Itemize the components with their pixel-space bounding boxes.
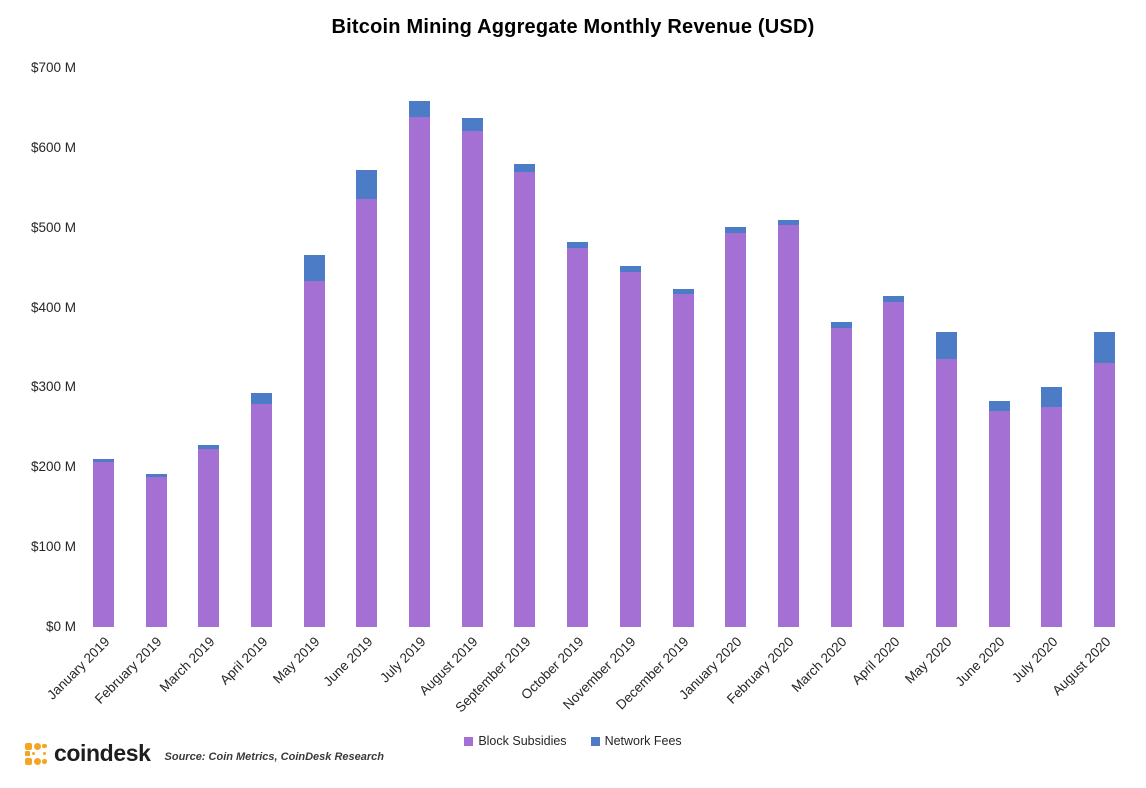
bar-segment-block-subsidies [777, 225, 799, 627]
y-axis-label: $300 M [30, 379, 76, 395]
bar-column [883, 295, 905, 627]
bar-column [935, 332, 957, 627]
bar-segment-network-fees [145, 473, 167, 477]
bar-segment-network-fees [303, 254, 325, 282]
plot-area [93, 68, 1115, 627]
bar-segment-network-fees [251, 393, 273, 405]
bar-column [461, 118, 483, 627]
bar-segment-network-fees [988, 401, 1010, 411]
bar-column [409, 100, 431, 627]
bar-column [93, 458, 114, 627]
bar-segment-block-subsidies [935, 358, 957, 627]
bar-segment-block-subsidies [619, 272, 641, 627]
source-text: Source: Coin Metrics, CoinDesk Research [164, 750, 384, 763]
y-axis-label: $0 M [45, 619, 76, 634]
bar-segment-block-subsidies [1041, 406, 1063, 627]
chart-title: Bitcoin Mining Aggregate Monthly Revenue… [331, 16, 815, 38]
bar-segment-network-fees [935, 332, 957, 359]
bar-column [356, 170, 378, 627]
bar-column [251, 393, 273, 627]
bar-segment-block-subsidies [356, 198, 378, 627]
bar-column [198, 444, 220, 627]
legend-label: Network Fees [604, 734, 682, 748]
bar-segment-block-subsidies [198, 448, 220, 627]
coindesk-logo-icon [25, 742, 47, 765]
bar-segment-network-fees [93, 458, 114, 462]
bar-segment-block-subsidies [725, 233, 747, 627]
bar-segment-network-fees [830, 321, 852, 329]
bar-segment-block-subsidies [145, 476, 167, 627]
bar-column [145, 473, 167, 627]
bar-segment-block-subsidies [988, 410, 1010, 627]
bar-column [567, 242, 589, 627]
coindesk-logo: coindesk [25, 740, 151, 767]
bar-segment-block-subsidies [1094, 362, 1115, 627]
bar-column [1094, 332, 1115, 627]
y-axis-label: $200 M [30, 459, 76, 475]
bar-segment-network-fees [514, 163, 536, 172]
bar-segment-network-fees [725, 226, 747, 234]
coindesk-wordmark: coindesk [54, 740, 151, 766]
y-axis-label: $600 M [30, 139, 76, 155]
bar-segment-block-subsidies [830, 328, 852, 627]
bar-segment-block-subsidies [567, 248, 589, 627]
legend: Block Subsidies Network Fees [0, 734, 1146, 748]
bar-column [514, 163, 536, 627]
bar-column [830, 321, 852, 627]
bar-segment-block-subsidies [251, 404, 273, 627]
bar-segment-network-fees [883, 295, 905, 302]
bar-segment-block-subsidies [93, 461, 114, 627]
bar-segment-network-fees [409, 100, 431, 117]
bar-segment-network-fees [198, 444, 220, 449]
bar-column [777, 219, 799, 627]
bar-segment-block-subsidies [514, 171, 536, 627]
y-axis-label: $700 M [30, 60, 76, 75]
legend-item-network-fees: Network Fees [590, 734, 682, 748]
bar-segment-network-fees [619, 266, 641, 273]
bar-segment-network-fees [777, 219, 799, 226]
bar-column [619, 266, 641, 627]
bar-segment-network-fees [672, 289, 694, 294]
bar-segment-network-fees [567, 242, 589, 249]
bar-column [303, 254, 325, 627]
bar-column [988, 401, 1010, 627]
bar-segment-network-fees [1094, 332, 1115, 363]
legend-item-block-subsidies: Block Subsidies [464, 734, 567, 748]
y-axis-label: $500 M [30, 219, 76, 235]
bar-segment-block-subsidies [883, 301, 905, 627]
bar-segment-network-fees [1041, 387, 1063, 407]
bar-column [672, 289, 694, 627]
legend-swatch [590, 736, 600, 746]
bar-segment-network-fees [356, 170, 378, 199]
y-axis-label: $400 M [30, 299, 76, 315]
bar-segment-block-subsidies [672, 294, 694, 627]
y-axis-label: $100 M [30, 539, 76, 555]
legend-swatch [464, 736, 474, 746]
bar-segment-block-subsidies [303, 281, 325, 627]
bar-column [1041, 387, 1063, 627]
bar-segment-network-fees [461, 118, 483, 132]
bar-segment-block-subsidies [461, 131, 483, 627]
bar-column [725, 226, 747, 627]
legend-label: Block Subsidies [478, 734, 567, 748]
bar-segment-block-subsidies [409, 116, 431, 627]
footer: coindesk Source: Coin Metrics, CoinDesk … [25, 740, 384, 767]
